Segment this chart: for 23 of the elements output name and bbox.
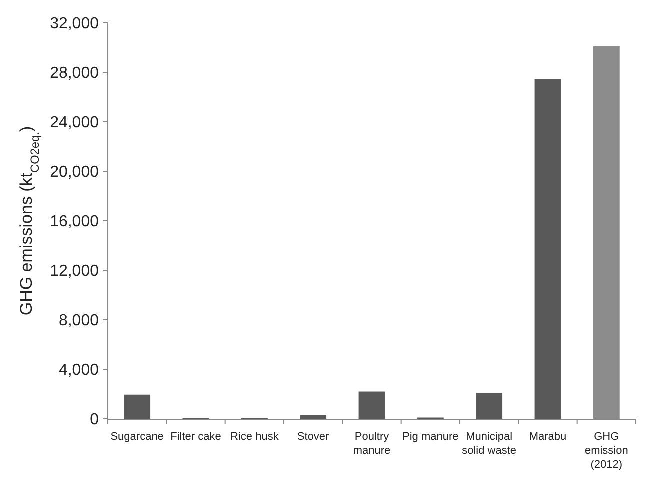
y-tick-label: 16,000: [50, 214, 100, 231]
x-tick-label: Municipal solid waste: [462, 431, 517, 457]
y-tick-label: 4,000: [58, 362, 100, 380]
x-tick-label: Poultry manure: [353, 431, 391, 457]
y-tick-label: 8,000: [58, 312, 100, 330]
x-tick-label: Stover: [297, 431, 330, 443]
bar: [300, 415, 327, 419]
x-tick-label: Sugarcane: [110, 431, 164, 443]
y-tick-label: 28,000: [50, 65, 100, 82]
bar: [124, 394, 151, 419]
bar: [476, 393, 503, 419]
y-tick-label: 24,000: [50, 114, 100, 132]
y-tick-label: 12,000: [50, 263, 100, 280]
x-tick-label: Filter cake: [170, 431, 222, 443]
bar: [358, 392, 386, 419]
x-tick-label: GHG emission (2012): [584, 431, 628, 471]
y-tick-label: 0: [90, 412, 100, 429]
x-tick-label: Marabu: [529, 431, 567, 443]
x-tick-label: Rice husk: [230, 431, 280, 443]
y-tick-label: 20,000: [50, 164, 100, 182]
bar: [534, 79, 562, 419]
y-tick-label: 32,000: [50, 16, 100, 33]
x-tick-label: Pig manure: [402, 431, 459, 443]
